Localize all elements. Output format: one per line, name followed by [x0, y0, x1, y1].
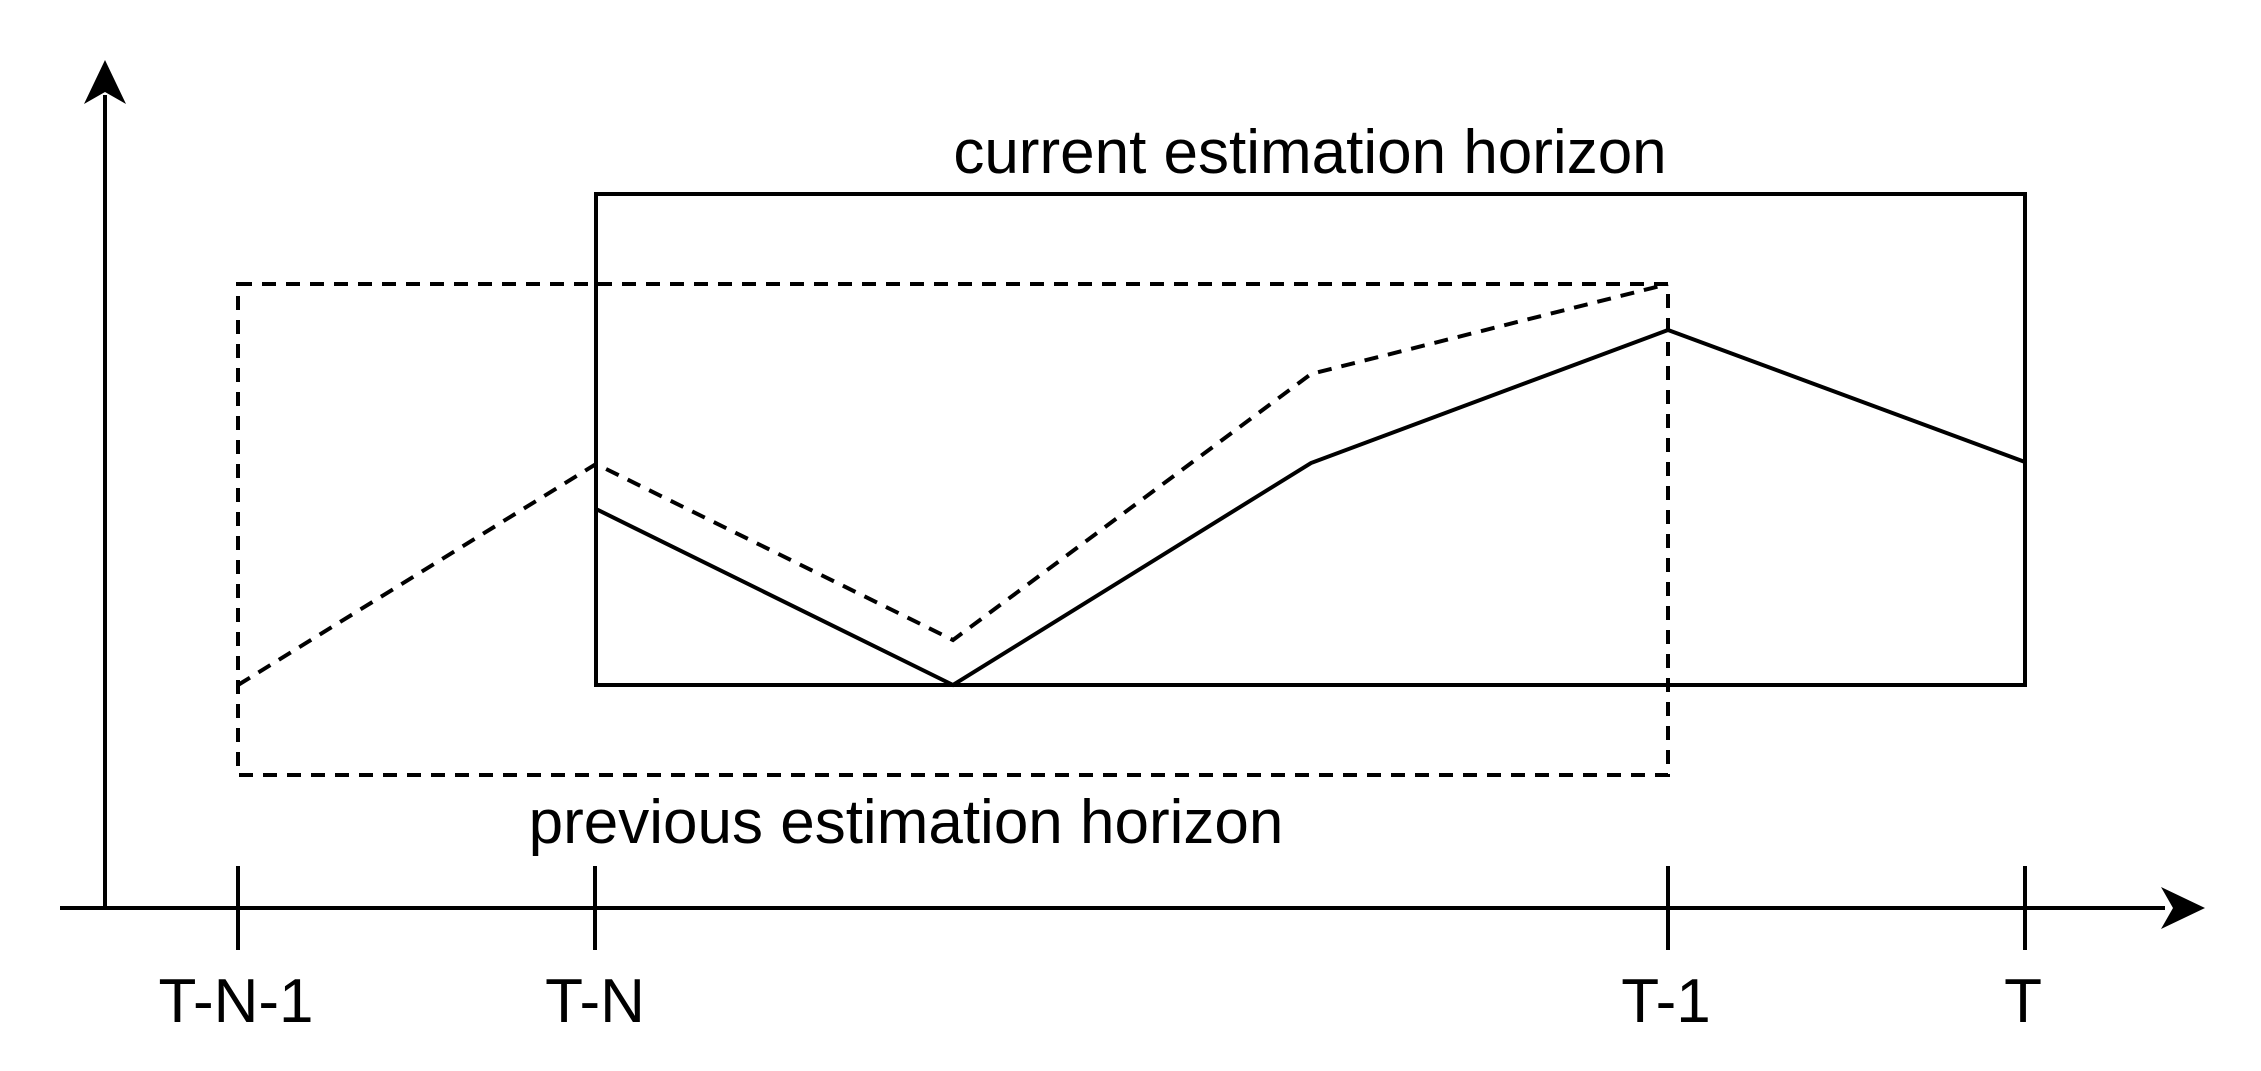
current-trajectory-line — [595, 327, 2026, 688]
previous-trajectory-line — [236, 282, 1669, 687]
current-horizon-label: current estimation horizon — [953, 118, 1666, 187]
x-axis-arrowhead — [2161, 887, 2205, 929]
tick-label-t-n-1: T-N-1 — [159, 967, 314, 1036]
tick-label-t: T — [2004, 967, 2042, 1036]
previous-horizon-box — [236, 282, 1670, 777]
current-horizon-box — [594, 192, 2027, 687]
y-axis-arrowhead — [84, 60, 126, 104]
tick-label-t-n: T-N — [545, 967, 645, 1036]
previous-horizon-label: previous estimation horizon — [529, 788, 1284, 857]
tick-label-t-1: T-1 — [1621, 967, 1711, 1036]
